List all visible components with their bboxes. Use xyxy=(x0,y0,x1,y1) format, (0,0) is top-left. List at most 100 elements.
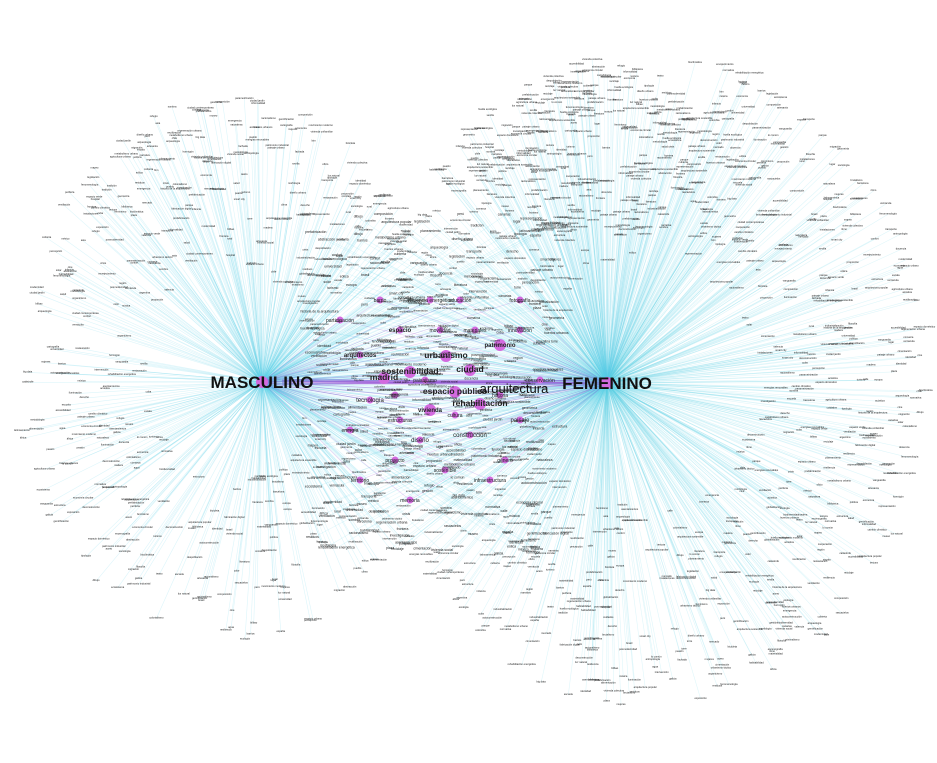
keyword-label-femenino-348[interactable]: vernácula xyxy=(887,278,899,282)
keyword-label-top-56[interactable]: informalidad xyxy=(653,120,668,124)
keyword-label-femenino-412[interactable]: restauración xyxy=(497,277,512,281)
keyword-label-femenino-370[interactable]: lo común xyxy=(768,133,779,137)
keyword-label-masculino-153[interactable]: región xyxy=(119,281,127,285)
keyword-label-femenino-758[interactable]: ciudad jardín xyxy=(726,570,741,574)
keyword-label-masculino-427[interactable]: cine xyxy=(392,370,397,374)
keyword-label-femenino-319[interactable]: racionalismo xyxy=(585,646,600,650)
keyword-label-femenino-72[interactable]: comarca xyxy=(497,473,508,477)
keyword-label-masculino-339[interactable]: barcelona xyxy=(392,361,404,365)
keyword-label-femenino-212[interactable]: música xyxy=(719,94,728,98)
core-keyword-132[interactable]: economía circular xyxy=(516,501,544,505)
keyword-label-femenino-866[interactable]: filosofía xyxy=(848,321,857,325)
keyword-label-masculino-55[interactable]: prefabricación xyxy=(173,216,190,220)
core-keyword-56[interactable]: investigación xyxy=(316,465,336,469)
keyword-label-femenino-628[interactable]: colombia xyxy=(709,118,720,122)
core-keyword-53[interactable]: europa xyxy=(368,482,379,486)
keyword-label-femenino-735[interactable]: espacio urbano xyxy=(798,460,816,464)
keyword-label-femenino-626[interactable]: latinoamérica xyxy=(539,117,555,121)
keyword-label-masculino-221[interactable]: naturaleza xyxy=(230,123,243,127)
keyword-label-femenino-475[interactable]: colonialismo xyxy=(673,525,688,529)
keyword-label-femenino-330[interactable]: metodología xyxy=(483,354,498,358)
core-keyword-119[interactable]: espacio verde xyxy=(374,370,395,374)
keyword-label-femenino-353[interactable]: espacio doméstico xyxy=(497,133,519,137)
keyword-label-femenino-800[interactable]: materialidad xyxy=(601,258,616,262)
keyword-label-femenino-634[interactable]: envejecimiento xyxy=(863,252,881,256)
keyword-label-masculino-467[interactable]: ritmo xyxy=(367,227,373,231)
keyword-label-masculino-120[interactable]: brutalismo xyxy=(272,479,285,483)
keyword-label-masculino-423[interactable]: museo xyxy=(210,114,218,117)
core-keyword-49[interactable]: sombra xyxy=(349,518,360,522)
keyword-label-femenino-802[interactable]: latinoamérica xyxy=(824,195,840,199)
keyword-label-masculino-235[interactable]: cartografía xyxy=(280,123,293,127)
keyword-label-top-65[interactable]: representación xyxy=(529,177,547,181)
keyword-label-top-127[interactable]: sevilla xyxy=(530,108,538,112)
core-keyword-159[interactable]: residuos xyxy=(306,535,319,539)
keyword-label-masculino-212[interactable]: cuidados xyxy=(292,453,303,457)
keyword-label-masculino-312[interactable]: transporte xyxy=(161,229,173,233)
keyword-label-femenino-83[interactable]: parametrización xyxy=(476,260,495,264)
keyword-label-femenino-213[interactable]: derecho xyxy=(780,411,790,415)
keyword-label-femenino-819[interactable]: rascacielos xyxy=(759,417,773,421)
keyword-label-femenino-836[interactable]: parque xyxy=(752,459,761,463)
keyword-label-femenino-229[interactable]: acústica xyxy=(902,290,912,294)
keyword-label-masculino-194[interactable]: iluminación xyxy=(312,506,326,510)
keyword-label-top-10[interactable]: luz natural xyxy=(477,162,489,166)
keyword-label-femenino-595[interactable]: abstracción xyxy=(567,152,581,156)
keyword-label-femenino-170[interactable]: solar xyxy=(797,534,803,538)
core-keyword-241[interactable]: ecosistema xyxy=(500,388,517,392)
keyword-label-femenino-136[interactable]: exposición xyxy=(717,601,730,605)
core-keyword-20[interactable]: legislación xyxy=(449,255,465,259)
core-keyword-17[interactable]: naturaleza xyxy=(537,458,553,462)
keyword-label-femenino-884[interactable]: madera xyxy=(724,531,733,535)
keyword-label-masculino-450[interactable]: mercado xyxy=(204,187,215,191)
core-keyword-166[interactable]: agua xyxy=(453,397,461,401)
keyword-label-masculino-416[interactable]: identidad xyxy=(99,423,110,427)
keyword-label-femenino-797[interactable]: posmodernidad xyxy=(594,605,612,609)
core-keyword-122[interactable]: historia de la arquitectura xyxy=(300,310,338,314)
keyword-label-masculino-184[interactable]: ciudad contemporánea xyxy=(187,106,214,110)
keyword-label-masculino-397[interactable]: naturaleza xyxy=(97,436,110,440)
keyword-label-femenino-27[interactable]: geometría xyxy=(724,214,736,218)
keyword-label-femenino-728[interactable]: canarias xyxy=(472,275,483,279)
keyword-label-femenino-721[interactable]: movimiento moderno xyxy=(532,466,557,470)
keyword-label-masculino-145[interactable]: artesanía xyxy=(256,239,267,243)
keyword-label-femenino-592[interactable]: universidad xyxy=(485,280,499,284)
keyword-label-femenino-523[interactable]: ecosistema xyxy=(774,95,788,99)
keyword-label-masculino-480[interactable]: huertos urbanos xyxy=(385,247,404,251)
keyword-label-masculino-393[interactable]: espacio urbano xyxy=(304,617,322,621)
keyword-label-masculino-431[interactable]: sociología xyxy=(296,434,308,438)
keyword-label-femenino-364[interactable]: legislación xyxy=(538,110,551,114)
keyword-label-top-135[interactable]: literatura xyxy=(649,112,660,116)
keyword-label-femenino-249[interactable]: áfrica xyxy=(770,667,777,671)
keyword-label-femenino-407[interactable]: reciclaje xyxy=(609,79,619,83)
keyword-label-top-17[interactable]: representación xyxy=(526,129,544,133)
keyword-label-masculino-11[interactable]: representación xyxy=(339,514,357,518)
keyword-label-masculino-484[interactable]: economía circular xyxy=(81,424,102,428)
keyword-label-femenino-134[interactable]: morfología xyxy=(879,462,892,466)
keyword-label-masculino-121[interactable]: racionalismo xyxy=(197,595,212,599)
keyword-label-femenino-809[interactable]: confort xyxy=(389,392,397,396)
keyword-label-femenino-190[interactable]: mercado xyxy=(662,574,673,578)
keyword-label-masculino-20[interactable]: planeamiento xyxy=(196,109,212,113)
keyword-label-top-79[interactable]: sevilla xyxy=(487,113,495,117)
keyword-label-masculino-376[interactable]: investigación xyxy=(300,319,316,323)
keyword-label-masculino-108[interactable]: ventilación xyxy=(58,202,71,206)
keyword-label-top-137[interactable]: vivienda colectiva xyxy=(660,123,681,127)
keyword-label-masculino-198[interactable]: metodología xyxy=(30,417,45,421)
keyword-label-femenino-65[interactable]: fachada xyxy=(526,504,536,508)
keyword-label-top-5[interactable]: prefabricación xyxy=(489,163,506,167)
keyword-label-masculino-234[interactable]: morfología xyxy=(288,181,301,185)
keyword-label-masculino-114[interactable]: proporción xyxy=(102,485,115,489)
keyword-label-femenino-668[interactable]: vivienda unifamiliar xyxy=(807,218,829,222)
core-keyword-27[interactable]: cuba xyxy=(343,460,350,464)
keyword-label-top-47[interactable]: sevilla xyxy=(698,155,706,159)
keyword-label-femenino-620[interactable]: composición xyxy=(784,287,799,291)
keyword-label-femenino-15[interactable]: estructura xyxy=(872,277,884,281)
keyword-label-femenino-872[interactable]: brutalismo xyxy=(602,633,615,637)
keyword-label-femenino-394[interactable]: vanguardia xyxy=(779,127,792,131)
keyword-label-top-40[interactable]: informalidad xyxy=(533,218,548,222)
keyword-label-top-28[interactable]: economía circular xyxy=(601,74,622,78)
keyword-label-masculino-495[interactable]: huella ecológica xyxy=(392,232,411,236)
keyword-label-femenino-488[interactable]: exposición xyxy=(552,221,565,225)
keyword-label-femenino-868[interactable]: catástrofe xyxy=(658,212,670,216)
